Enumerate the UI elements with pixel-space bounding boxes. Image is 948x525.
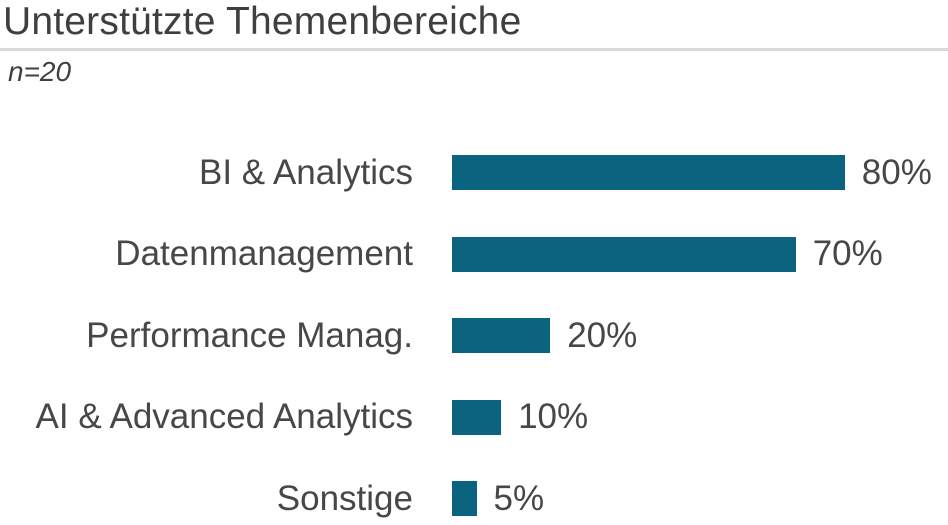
category-label: Sonstige — [276, 478, 413, 518]
value-label: 10% — [518, 397, 589, 437]
bar — [452, 236, 796, 272]
bar — [452, 318, 551, 354]
bar-area: 5% — [452, 479, 544, 519]
value-label: 20% — [567, 315, 638, 355]
bar-area: 10% — [452, 397, 588, 437]
category-label: Datenmanagement — [115, 234, 413, 274]
sample-size-note: n=20 — [8, 56, 72, 87]
bar-area: 80% — [452, 153, 932, 193]
bar-area: 20% — [452, 316, 637, 356]
bar-row: Datenmanagement 70% — [0, 214, 948, 296]
title-divider — [0, 48, 948, 51]
bar-row: AI & Advanced Analytics 10% — [0, 377, 948, 459]
bar-row: Sonstige 5% — [0, 458, 948, 525]
category-label: AI & Advanced Analytics — [35, 397, 413, 437]
bar — [452, 155, 845, 191]
value-label: 5% — [493, 478, 545, 518]
value-label: 80% — [861, 152, 932, 192]
bar-area: 70% — [452, 234, 883, 274]
bar — [452, 399, 502, 435]
category-label: Performance Manag. — [86, 315, 413, 355]
bar-row: Performance Manag. 20% — [0, 295, 948, 377]
value-label: 70% — [812, 234, 883, 274]
category-label: BI & Analytics — [199, 152, 413, 192]
page-title: Unterstützte Themenbereiche — [3, 0, 522, 43]
bar-chart: BI & Analytics 80% Datenmanagement 70% P… — [0, 132, 948, 525]
bar-row: BI & Analytics 80% — [0, 132, 948, 214]
bar — [452, 481, 477, 517]
